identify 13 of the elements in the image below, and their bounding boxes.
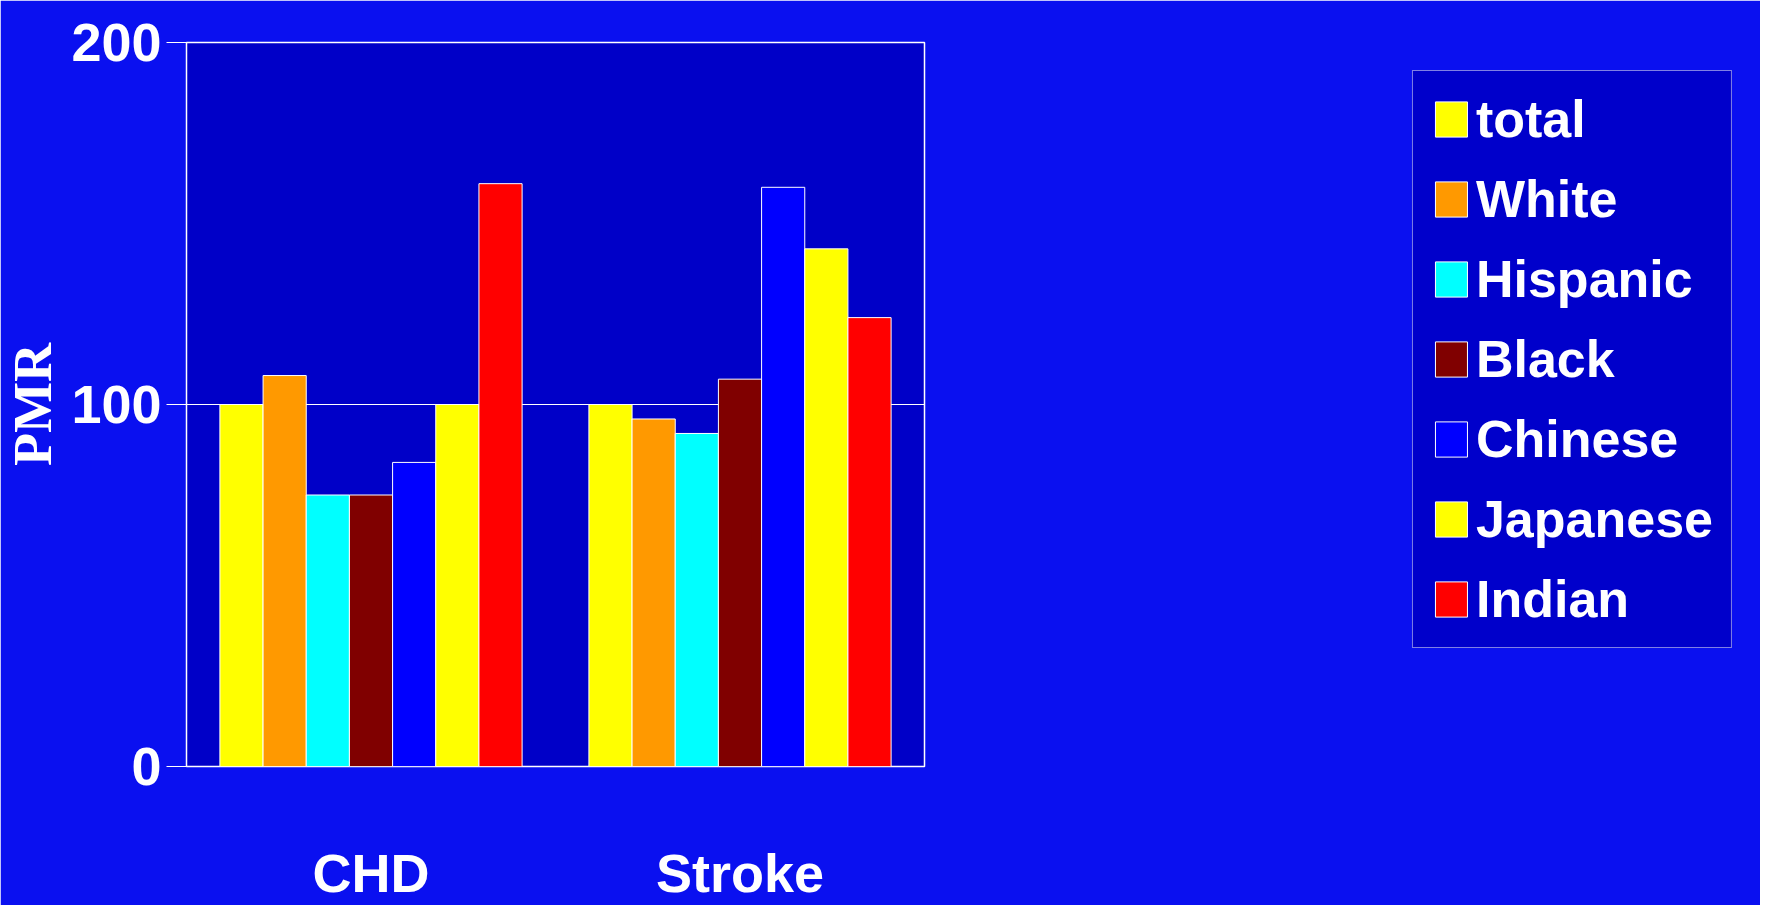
legend-label: Japanese [1475,489,1713,549]
legend-label: total [1475,89,1586,149]
y-tick-label: 0 [131,736,162,796]
legend-label: Chinese [1475,409,1679,469]
legend-label: Hispanic [1475,249,1693,309]
legend-label: Indian [1475,569,1630,629]
legend-label: White [1475,169,1618,229]
y-tick-label: 200 [71,12,162,72]
y-tick-label: 100 [71,374,162,434]
x-tick-label: Stroke [655,842,825,903]
x-tick-label: CHD [312,842,430,903]
y-axis-title: PMR [3,342,64,466]
legend-label: Black [1475,329,1615,389]
